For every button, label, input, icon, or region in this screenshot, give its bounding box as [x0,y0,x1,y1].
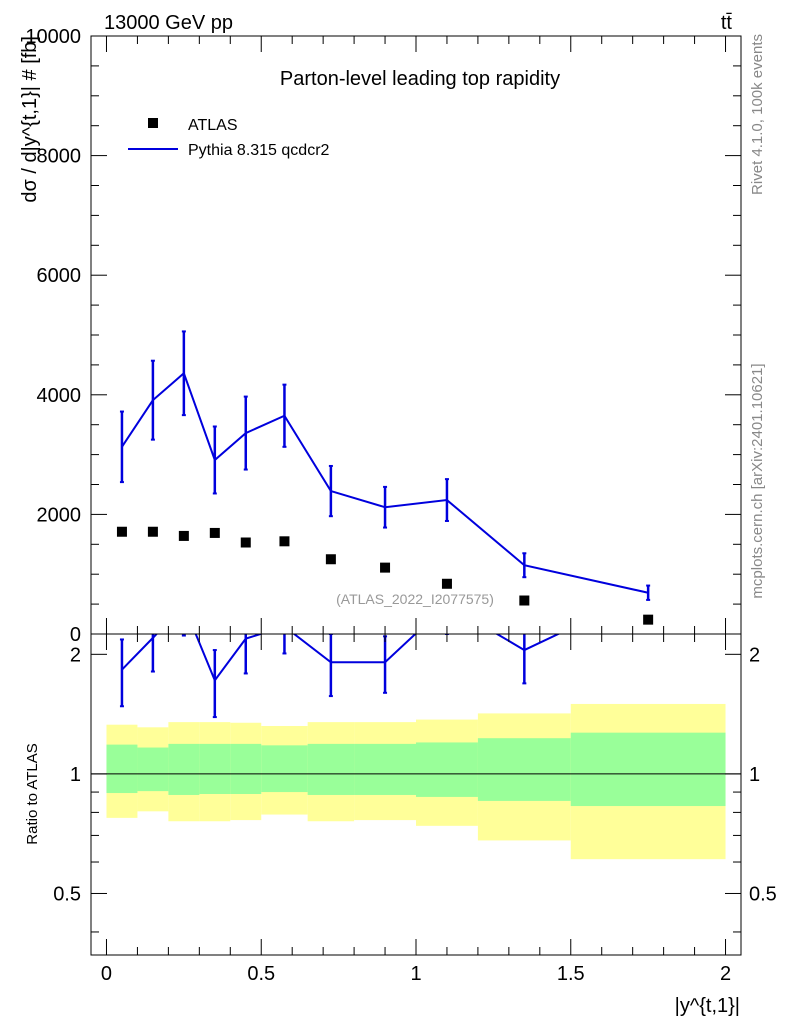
ratio-inner-band [570,732,726,807]
x-tick-label: 0.5 [247,963,275,985]
main-panel: 0 2000 4000 6000 8000 10000 Parton-level lead… [19,26,742,646]
watermark-label: (ATLAS_2022_I2077575) [336,591,494,607]
rivet-label: Rivet 4.1.0, 100k events [749,34,766,195]
x-tick-label: 2 [720,963,731,985]
ratio-inner-band [354,743,416,795]
x-axis-label: |y^{t,1}| [675,995,740,1017]
ratio-inner-band [106,744,138,794]
atlas-data-point [325,554,336,565]
ratio-inner-band [230,743,262,794]
mcplots-label: mcplots.cern.ch [arXiv:2401.10621] [749,363,766,598]
atlas-data-point [147,526,158,537]
atlas-data-point [178,530,189,541]
ratio-inner-band [307,743,355,795]
main-y-tick-labels: 0 2000 4000 6000 8000 10000 [25,26,81,646]
ratio-y-tick-label-right: 2 [749,644,760,666]
atlas-data-point [209,527,220,538]
legend-pythia-label: Pythia 8.315 qcdcr2 [188,142,330,159]
main-y-tick-label: 2000 [37,504,82,526]
main-ticks [91,35,741,635]
ratio-ticks [91,634,741,955]
x-tick-labels: 0 0.5 1 1.5 2 [101,963,731,985]
ratio-y-tick-label-right: 1 [749,764,760,786]
atlas-data-point [116,526,127,537]
main-y-tick-label: 4000 [37,385,82,407]
legend: ATLAS Pythia 8.315 qcdcr2 [128,117,330,159]
ratio-y-tick-label-right: 0.5 [749,883,777,905]
atlas-data-point [279,536,290,547]
atlas-data-point [380,562,391,573]
ratio-inner-band [199,743,231,794]
x-tick-label: 1 [410,963,421,985]
process-label: tt̄ [721,12,733,34]
ratio-y-tick-label: 0.5 [53,883,81,905]
legend-atlas-marker [148,118,158,128]
main-y-tick-label: 0 [70,624,81,646]
main-data-layer [119,330,651,601]
x-tick-label: 0 [101,963,112,985]
energy-label: 13000 GeV pp [104,12,233,34]
ratio-inner-band [416,742,478,797]
ratio-panel: 0.5 0.5 1 1 2 2 0 0.5 1 1.5 2 Ratio to ATLAS |y^{… [24,633,777,1017]
ratio-y-axis-label: Ratio to ATLAS [24,743,41,844]
plot-title: Parton-level leading top rapidity [280,68,560,90]
main-y-tick-label: 10000 [25,26,81,48]
x-tick-label: 1.5 [557,963,585,985]
main-y-tick-label: 8000 [37,146,82,168]
atlas-data-point [643,614,654,625]
main-y-axis-label: dσ / d|y^{t,1}| # [fb] [19,36,41,203]
atlas-data-point [441,578,452,589]
atlas-data-point [240,537,251,548]
ratio-y-tick-label: 2 [70,644,81,666]
atlas-markers [116,526,654,625]
ratio-uncertainty-bands [106,703,726,860]
ratio-inner-band [477,738,571,801]
ratio-inner-band [168,743,200,795]
ratio-inner-band [261,745,308,793]
pythia-series-line [121,371,649,594]
atlas-data-point [519,595,530,606]
main-y-tick-label: 6000 [37,265,82,287]
ratio-inner-band [137,747,169,792]
ratio-y-tick-labels: 0.5 0.5 1 1 2 2 [53,644,777,905]
ratio-y-tick-label: 1 [70,764,81,786]
legend-atlas-label: ATLAS [188,117,238,134]
